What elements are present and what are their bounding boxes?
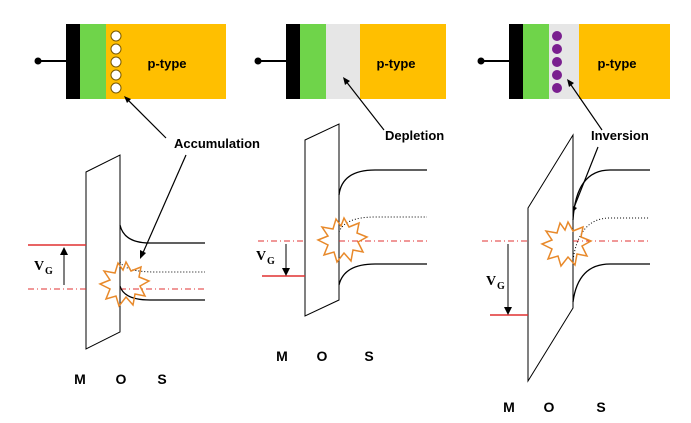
gate-terminal [477,57,485,65]
metal-layer [509,24,523,99]
oxide-label: O [544,399,555,415]
region-label: p-type [377,56,416,71]
surface-burst-icon [98,260,151,308]
arrowhead-up [60,247,68,255]
valence-band [119,285,205,301]
device-accumulation: p-type [34,24,226,99]
semiconductor-label: S [596,399,605,415]
surface-burst-icon [540,220,593,268]
hole [110,30,122,42]
oxide-label: O [317,348,328,364]
electron [552,57,562,67]
ptype-region [360,24,446,99]
surface-burst-icon [316,216,369,264]
pointer-arrow [125,97,167,139]
hole [110,43,122,55]
state-label: Inversion [591,128,649,143]
semiconductor-label: S [157,371,166,387]
electron [552,31,562,41]
region-label: p-type [598,56,637,71]
panel-inversion: p-type Inversion V G M O S [477,24,670,415]
electron [552,44,562,54]
gate-voltage-subscript: G [45,266,53,277]
gate-voltage-label: V [34,259,44,274]
ptype-region [579,24,670,99]
semiconductor-label: S [364,348,373,364]
arrowhead [343,77,350,85]
device-depletion: p-type [254,24,446,99]
electron-column [552,31,562,93]
gate-voltage-subscript: G [497,281,505,292]
band-diagram-inversion: V G [482,133,650,383]
valence-band [338,263,427,286]
oxide-barrier [304,123,340,317]
oxide-label: O [116,371,127,387]
band-diagram-accumulation: V G [28,154,205,350]
region-label: p-type [148,56,187,71]
metal-layer [66,24,80,99]
pointer-arrow [568,81,603,131]
pointer-arrow [344,79,385,131]
electron [552,70,562,80]
gate-voltage-label: V [256,249,266,264]
metal-label: M [276,348,288,364]
state-label: Depletion [385,128,444,143]
electron [552,83,562,93]
panel-depletion: p-type Depletion V G M O S [254,24,446,364]
oxide-layer [523,24,549,99]
arrowhead [140,250,146,259]
gate-voltage-label: V [486,274,496,289]
conduction-band [338,169,427,196]
conduction-band [572,169,650,221]
intrinsic-level [338,216,427,233]
hole [110,69,122,81]
oxide-layer [80,24,106,99]
hole [110,56,122,68]
gate-terminal [254,57,262,65]
pointer-arrow [572,146,599,211]
oxide-layer [300,24,326,99]
panel-accumulation: p-type Accumulation V G M O S [28,24,260,387]
arrowhead-down [504,307,512,315]
arrowhead-down [282,268,290,276]
gate-voltage-subscript: G [267,256,275,267]
arrowhead [567,79,574,87]
conduction-band [119,224,205,244]
hole [110,82,122,94]
metal-layer [286,24,300,99]
metal-label: M [74,371,86,387]
valence-band [572,263,650,303]
metal-label: M [503,399,515,415]
ptype-region [106,24,226,99]
device-inversion: p-type [477,24,670,99]
oxide-barrier [85,154,121,350]
arrowhead [124,96,131,103]
depletion-region [326,24,360,99]
gate-terminal [34,57,42,65]
band-diagram-depletion: V G [256,123,427,317]
hole-column [110,30,122,94]
pointer-arrow [141,154,187,256]
state-label: Accumulation [174,136,260,151]
